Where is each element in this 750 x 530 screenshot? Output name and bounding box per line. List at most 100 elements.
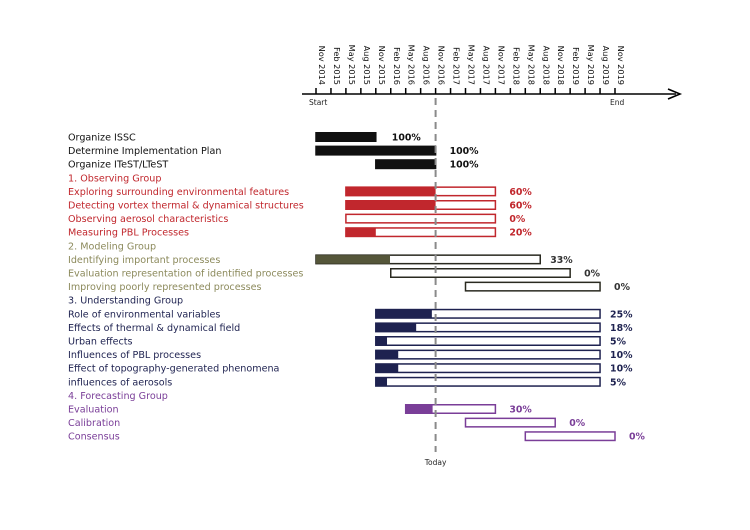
task-label: Evaluation [68, 405, 119, 416]
task-row: Improving poorly represented processes 0% [68, 281, 631, 293]
task-row: 3. Understanding Group [68, 296, 183, 307]
task-row: Organize ITeST/LTeST 100% [68, 159, 479, 171]
axis-tick-label: Nov 2018 [556, 46, 566, 85]
task-row: Organize ISSC 100% [68, 132, 422, 144]
task-percent: 0% [614, 282, 631, 293]
task-label: Improving poorly represented processes [68, 282, 262, 293]
task-percent: 0% [569, 418, 586, 429]
task-row: Evaluation 30% [68, 404, 532, 416]
task-label: Urban effects [68, 337, 133, 348]
task-row: Observing aerosol characteristics 0% [68, 213, 526, 225]
task-row: Consensus 0% [68, 431, 646, 443]
task-label: Organize ISSC [68, 133, 136, 144]
task-label: Measuring PBL Processes [68, 228, 189, 239]
task-percent: 10% [610, 350, 633, 361]
task-row: Influences of PBL processes 10% [68, 349, 633, 361]
task-row: Exploring surrounding environmental feat… [68, 186, 532, 198]
group-header: 2. Modeling Group [68, 241, 156, 252]
end-label: End [610, 98, 624, 107]
axis-tick-label: Aug 2015 [362, 46, 372, 85]
task-row: Role of environmental variables 25% [68, 308, 633, 320]
axis-tick-label: May 2016 [407, 45, 417, 85]
task-rows: Organize ISSC 100% Determine Implementatio… [68, 132, 646, 443]
group-header: 1. Observing Group [68, 173, 161, 184]
task-label: Identifying important processes [68, 255, 220, 266]
task-percent: 5% [610, 377, 627, 388]
task-percent: 0% [629, 432, 646, 443]
task-label: Role of environmental variables [68, 309, 220, 320]
task-label: Consensus [68, 432, 120, 443]
axis-tick-label: Feb 2019 [571, 47, 581, 85]
task-label: Evaluation representation of identified … [68, 269, 303, 280]
task-row: Effect of topography-generated phenomena… [68, 363, 633, 375]
task-row: Detecting vortex thermal & dynamical str… [68, 200, 532, 212]
axis-tick-label: Feb 2018 [511, 47, 521, 85]
axis-tick-label: Aug 2016 [422, 46, 432, 85]
task-label: Exploring surrounding environmental feat… [68, 187, 289, 198]
axis-tick-label: Nov 2017 [496, 46, 506, 85]
task-bar [375, 363, 601, 374]
task-percent: 0% [584, 269, 601, 280]
task-progress-fill [375, 323, 417, 332]
task-bar [345, 213, 497, 224]
task-progress-fill [375, 159, 436, 169]
task-bar [390, 268, 571, 278]
task-bar [375, 376, 601, 387]
task-progress-fill [345, 187, 436, 196]
axis-tick-label: Feb 2017 [452, 47, 462, 85]
task-progress-fill [345, 200, 436, 210]
axis-tick-label: Nov 2019 [616, 46, 626, 85]
task-percent: 18% [610, 323, 633, 334]
axis-tick-label: May 2015 [347, 45, 357, 85]
task-row: 2. Modeling Group [68, 241, 156, 252]
task-bar [375, 349, 601, 360]
task-label: Effect of topography-generated phenomena [68, 364, 279, 375]
task-label: Influences of PBL processes [68, 350, 201, 361]
axis-tick-label: Aug 2018 [541, 46, 551, 85]
task-progress-fill [345, 227, 376, 237]
task-row: Urban effects 5% [68, 336, 627, 348]
task-bar [524, 431, 616, 442]
task-row: 1. Observing Group [68, 173, 161, 184]
task-progress-fill [375, 336, 388, 346]
group-header: 4. Forecasting Group [68, 391, 168, 402]
start-label: Start [309, 98, 327, 107]
task-row: Identifying important processes 33% [68, 254, 573, 266]
axis-tick-label: May 2019 [586, 45, 596, 85]
task-label: influences of aerosols [68, 377, 172, 388]
task-percent: 25% [610, 309, 633, 320]
axis-tick-label: Feb 2016 [392, 47, 402, 85]
task-label: Observing aerosol characteristics [68, 214, 228, 225]
task-label: Effects of thermal & dynamical field [68, 323, 240, 334]
axis-tick-label: Aug 2017 [481, 46, 491, 85]
task-percent: 30% [509, 405, 532, 416]
task-label: Calibration [68, 418, 120, 429]
task-percent: 0% [509, 214, 526, 225]
task-progress-fill [316, 146, 436, 155]
task-percent: 60% [509, 201, 532, 212]
task-progress-fill [316, 132, 376, 142]
task-label: Detecting vortex thermal & dynamical str… [68, 201, 304, 212]
task-label: Determine Implementation Plan [68, 146, 221, 157]
task-row: Evaluation representation of identified … [68, 268, 601, 280]
task-percent: 100% [392, 133, 422, 144]
task-progress-fill [375, 363, 399, 373]
task-row: Measuring PBL Processes 20% [68, 227, 532, 239]
task-bar [464, 281, 601, 292]
task-percent: 60% [509, 187, 532, 198]
task-label: Organize ITeST/LTeST [68, 160, 168, 171]
task-percent: 5% [610, 337, 627, 348]
axis-tick-label: Feb 2015 [332, 47, 342, 85]
task-row: Effects of thermal & dynamical field 18% [68, 322, 633, 334]
axis-tick-label: Nov 2014 [317, 46, 327, 85]
timeline-axis: Nov 2014 Feb 2015 May 2015 Aug 2015 Nov 2015… [302, 45, 683, 107]
task-percent: 100% [450, 146, 480, 157]
axis-tick-label: Nov 2015 [377, 46, 387, 85]
group-header: 3. Understanding Group [68, 296, 183, 307]
task-row: Calibration 0% [68, 417, 586, 429]
today-label: Today [424, 458, 447, 467]
task-progress-fill [375, 350, 399, 359]
task-percent: 10% [610, 364, 633, 375]
axis-tick-label: Aug 2019 [601, 46, 611, 85]
